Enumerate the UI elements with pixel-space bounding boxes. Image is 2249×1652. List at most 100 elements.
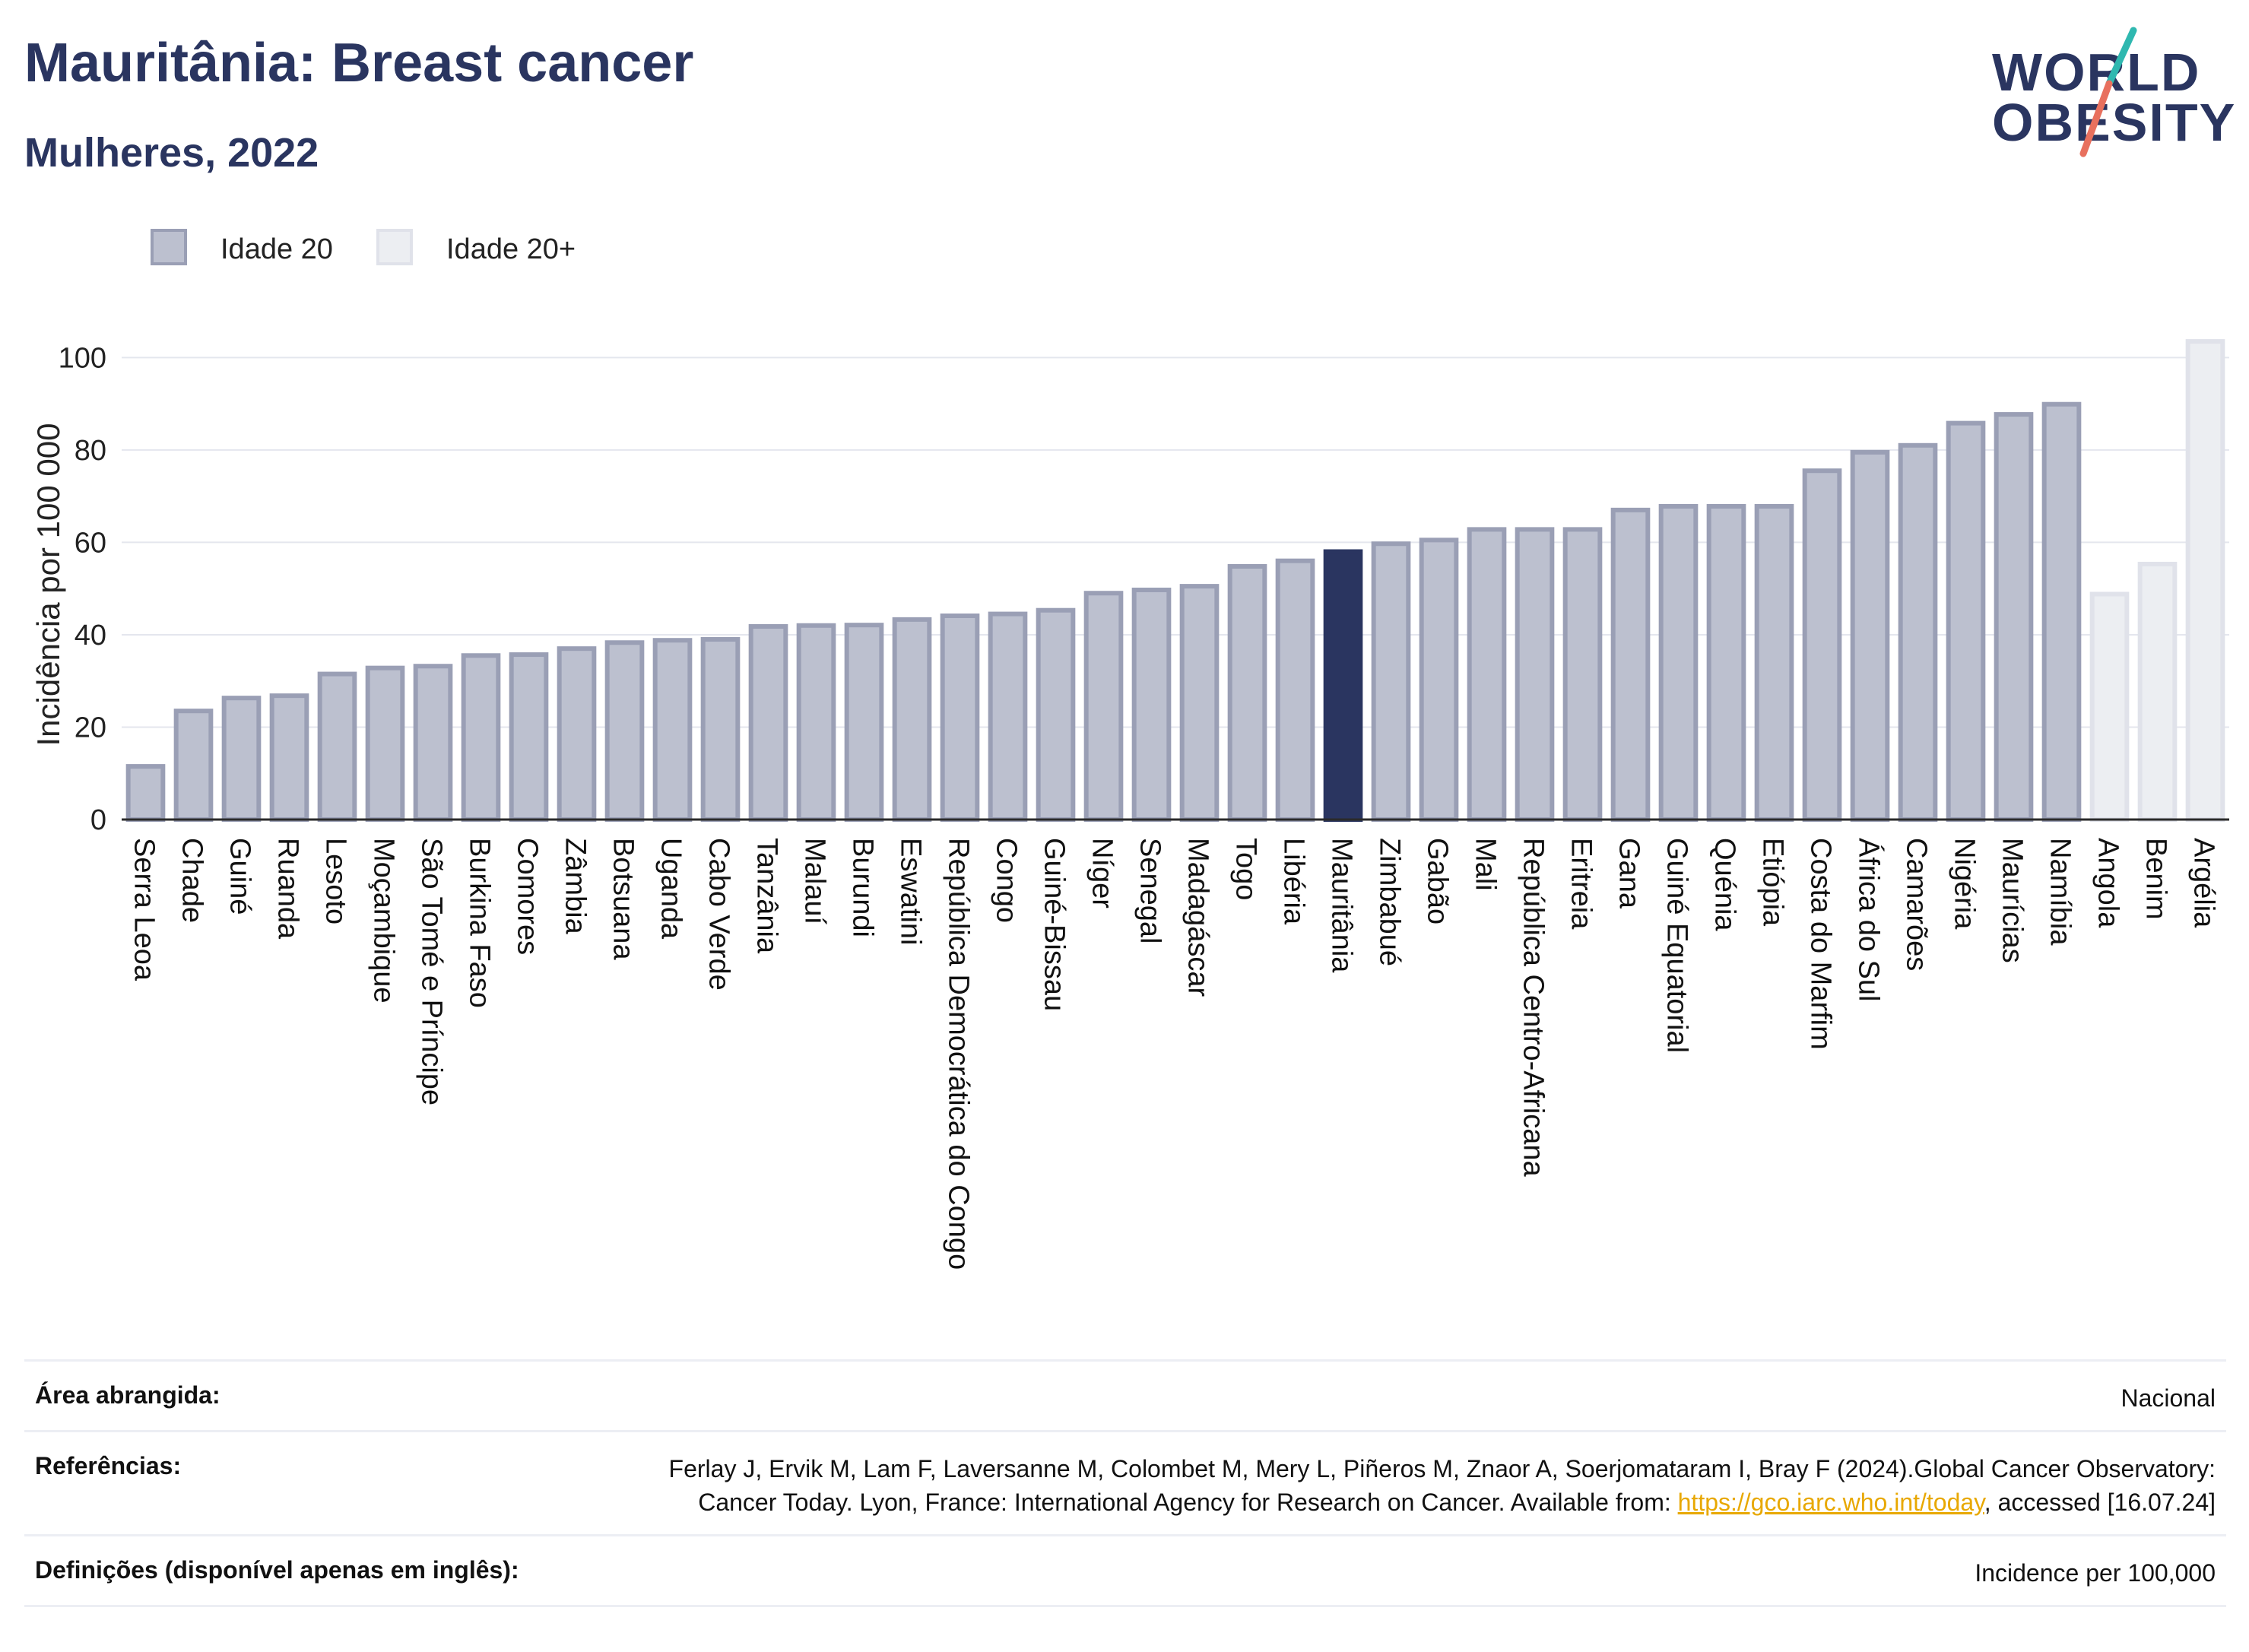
references-value: Ferlay J, Ervik M, Lam F, Laversanne M, … [619,1452,2216,1519]
bar [2137,561,2178,822]
bar [748,623,788,823]
x-tick-label: Togo [1230,838,1262,900]
bar [700,636,741,822]
bar [269,693,309,822]
x-tick-label: Gabão [1422,838,1454,924]
bar [1658,503,1699,823]
bar [1323,549,1363,822]
x-tick-label: Comores [512,838,544,955]
definitions-label: Definições (disponível apenas em inglês)… [35,1556,519,1584]
bar [2185,339,2225,823]
bar [1706,503,1746,823]
area-value: Nacional [2121,1384,2216,1412]
x-tick-label: Zâmbia [560,838,592,935]
x-tick-label: Madagáscar [1182,838,1214,997]
x-tick-label: Camarões [1901,838,1933,971]
x-tick-label: Guiné Equatorial [1661,838,1693,1053]
bar [1802,468,1842,822]
bar [413,664,453,822]
bar [1515,527,1555,822]
x-tick-label: África do Sul [1853,838,1886,1001]
definitions-value: Incidence per 100,000 [1975,1559,2216,1587]
bar [557,646,597,823]
x-tick-label: Congo [991,838,1023,923]
x-tick-label: Malauí [799,838,831,924]
x-tick-label: Mali [1470,838,1502,891]
x-tick-label: Benim [2140,838,2172,920]
x-tick-label: Guiné-Bissau [1039,838,1071,1011]
bar [1562,527,1603,822]
x-tick-label: Maurícias [1997,838,2029,963]
bar [221,696,262,822]
bar [1419,537,1459,822]
x-tick-label: Senegal [1134,838,1166,943]
x-tick-label: Eritreia [1565,838,1597,930]
logo-word-2: OBESITY [1992,93,2237,152]
x-tick-label: Quénia [1709,838,1741,931]
bar [1036,607,1076,822]
bar [125,764,166,822]
y-tick-label: 80 [75,435,106,467]
bar-chart: Idade 20 Idade 20+ 0 20 40 60 80 100 Incidência … [30,229,2229,1270]
x-tick-label: Angola [2092,838,2124,928]
bar [796,623,836,822]
info-table: Área abrangida: Nacional Referências: Fe… [24,1359,2226,1607]
y-tick-label: 60 [75,527,106,559]
bar [988,611,1028,822]
bar [461,653,501,822]
y-tick-label: 0 [90,804,106,836]
x-tick-label: Cabo Verde [703,838,735,991]
bar [1179,584,1220,822]
x-tick-label: Burkina Faso [464,838,496,1008]
x-tick-label: Botsuana [607,838,639,960]
legend-label-1: Idade 20 [220,233,333,265]
bar [1850,449,1890,823]
area-label: Área abrangida: [35,1381,220,1409]
x-tick-label: Mauritânia [1326,838,1358,973]
bar [844,623,884,823]
info-row-definitions: Definições (disponível apenas em inglês)… [24,1534,2226,1607]
bar [1994,412,2034,822]
x-tick-label: Serra Leoa [128,838,160,981]
bar [1946,420,1986,822]
x-tick-label: Gana [1613,838,1645,909]
x-tick-label: Etiópia [1757,838,1789,927]
info-row-references: Referências: Ferlay J, Ervik M, Lam F, L… [24,1430,2226,1534]
bar [1275,558,1315,822]
bar [892,617,932,822]
x-tick-label: São Tomé e Príncipe [416,838,448,1105]
world-obesity-logo: WORLD OBESITY [1977,23,2235,160]
references-text: Ferlay J, Ervik M, Lam F, Laversanne M, … [668,1455,2216,1516]
bar [2089,591,2130,822]
bar [1610,507,1651,822]
bar [509,652,549,823]
legend-swatch-1 [151,229,187,265]
x-tick-label: Lesoto [320,838,352,924]
bar [1898,442,1938,822]
x-tick-label: Costa do Marfim [1805,838,1837,1050]
info-row-area: Área abrangida: Nacional [24,1359,2226,1430]
x-tick-label: Burundi [847,838,879,937]
x-tick-label: República Democrática do Congo [943,838,975,1270]
page-title: Mauritânia: Breast cancer [24,33,694,94]
bar [173,709,214,823]
y-tick-label: 100 [59,342,106,374]
x-tick-label: Moçambique [368,838,400,1004]
bar [1227,563,1267,823]
references-tail: , accessed [16.07.24] [1984,1489,2216,1516]
logo-slash-icon [2079,27,2137,157]
bar [2041,401,2082,822]
bar [317,671,357,822]
y-axis-title: Incidência por 100 000 [30,423,66,747]
x-tick-label: Ruanda [272,838,304,940]
bar [1754,503,1794,823]
x-tick-label: Nigéria [1949,838,1981,930]
x-tick-label: Chade [176,838,208,923]
references-link[interactable]: https://gco.iarc.who.int/today [1677,1489,1984,1516]
bar [940,614,980,822]
legend-swatch-2 [376,229,413,265]
x-tick-label: Namíbia [2044,838,2076,946]
x-tick-label: República Centro-Africana [1518,838,1550,1178]
bar [652,638,693,822]
bar [1371,541,1411,822]
